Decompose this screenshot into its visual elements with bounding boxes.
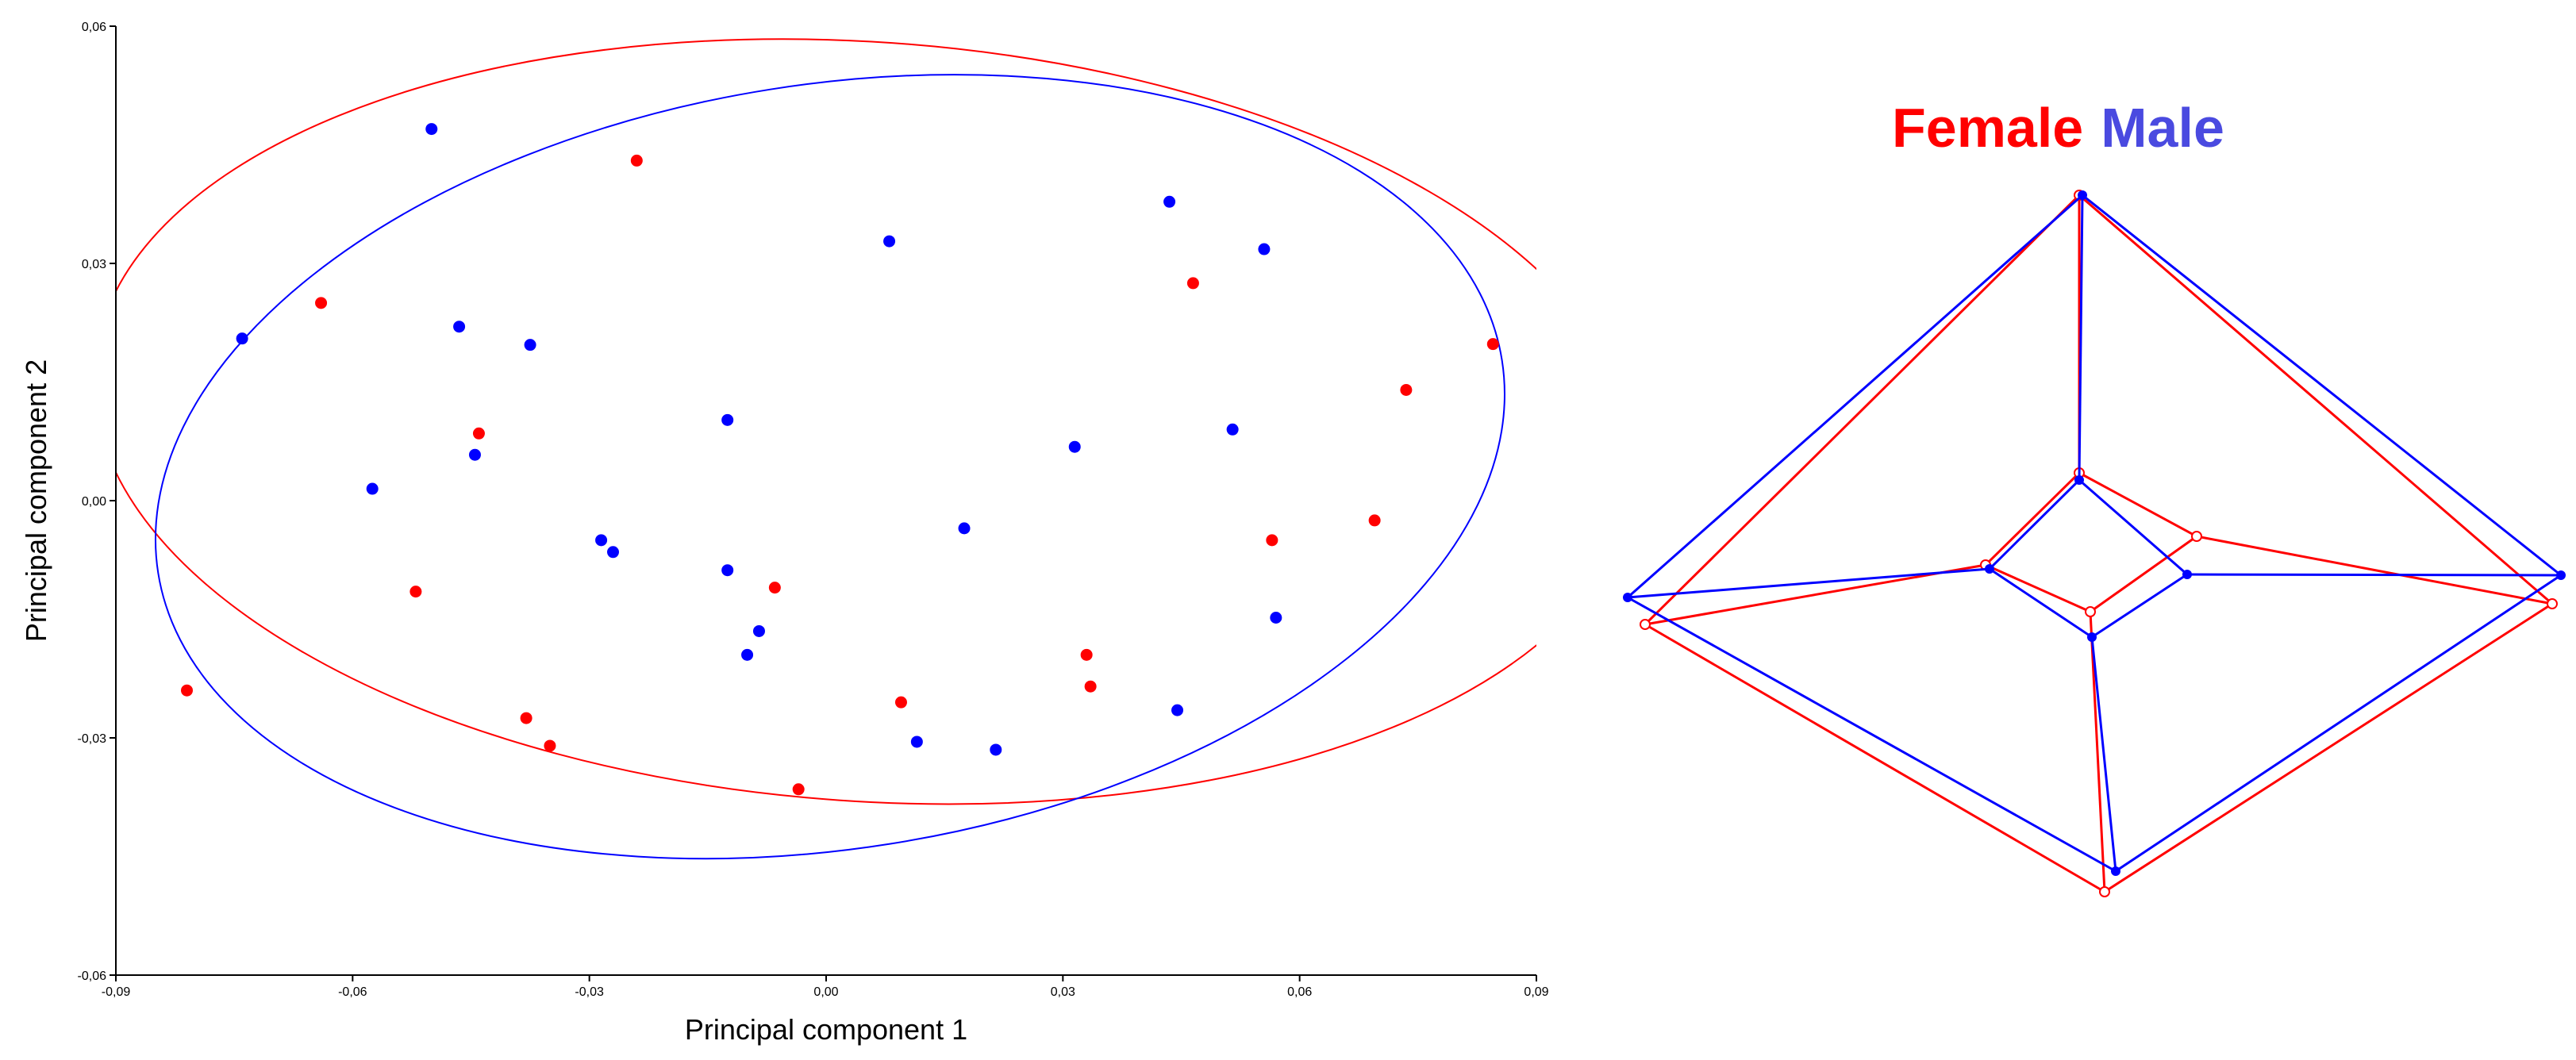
x-tick-label: 0,03	[1051, 985, 1075, 999]
y-tick-label: -0,03	[78, 732, 107, 746]
y-ticks: -0,06 -0,03 0,00 0,03 0,06	[78, 21, 116, 983]
y-tick-label: -0,06	[78, 970, 107, 983]
legend-male: Male	[2101, 97, 2224, 159]
y-tick-label: 0,03	[82, 258, 106, 271]
female-point	[1084, 680, 1097, 693]
female-point	[181, 684, 193, 697]
male-point	[1171, 704, 1184, 716]
male-point	[468, 448, 481, 461]
male-outer-outline	[1625, 194, 2563, 873]
male-landmark	[2182, 570, 2192, 579]
y-tick-label: 0,06	[82, 21, 106, 34]
male-point	[721, 564, 734, 577]
shape-comparison-diagram: Female Male	[1623, 97, 2566, 897]
male-point	[1163, 195, 1176, 208]
female-point	[768, 582, 781, 594]
y-axis-title: Principal component 2	[20, 359, 52, 642]
male-spoke-bottom	[2090, 636, 2117, 872]
male-landmark	[2078, 190, 2087, 200]
female-point	[894, 696, 907, 709]
male-ellipse	[154, 74, 1505, 860]
female-point	[630, 154, 643, 167]
legend-text: Female Male	[1892, 97, 2224, 159]
x-tick-label: -0,03	[575, 985, 604, 999]
male-spoke-right	[2186, 573, 2562, 577]
female-landmark	[2085, 606, 2096, 617]
female-landmark	[2191, 531, 2202, 542]
female-spoke-bottom	[2089, 611, 2106, 893]
male-landmark	[2087, 632, 2097, 642]
male-point	[1258, 243, 1271, 255]
female-point	[409, 586, 422, 598]
male-point	[236, 332, 248, 345]
female-point	[1080, 648, 1093, 661]
female-point	[472, 427, 485, 440]
male-point	[607, 546, 619, 559]
male-spoke-left	[1627, 567, 1990, 599]
male-point	[595, 534, 608, 547]
male-landmark	[1623, 593, 1632, 602]
male-landmarks	[1623, 190, 2566, 876]
confidence-ellipses	[116, 38, 1536, 860]
female-point	[1368, 514, 1381, 527]
male-point	[453, 321, 466, 333]
male-point	[366, 482, 379, 495]
male-point	[1270, 612, 1282, 624]
male-wireframe	[1625, 194, 2563, 873]
male-landmark	[1985, 564, 1994, 574]
female-landmark	[1640, 619, 1651, 630]
y-tick-label: 0,00	[82, 495, 106, 509]
female-point	[1266, 534, 1278, 547]
female-wireframe	[1643, 193, 2555, 893]
male-landmark	[2074, 475, 2084, 485]
female-spoke-right	[2196, 535, 2553, 605]
female-point	[1400, 383, 1413, 396]
female-ellipse	[116, 38, 1536, 805]
male-point	[990, 743, 1002, 756]
male-point	[425, 123, 438, 136]
female-point	[1186, 277, 1199, 290]
x-tick-label: 0,00	[813, 985, 838, 999]
male-point	[741, 648, 754, 661]
scatter-plot: -0,09 -0,06 -0,03 0,00 0,03 0,06 0,09 -0,06-0,…	[20, 21, 1549, 1046]
female-point	[315, 297, 328, 309]
female-point	[792, 783, 805, 796]
female-point	[520, 712, 533, 724]
male-point	[524, 339, 536, 351]
x-axis-title: Principal component 1	[685, 1013, 967, 1046]
male-spoke-top	[2078, 194, 2084, 481]
x-tick-label: 0,06	[1287, 985, 1312, 999]
female-landmarks	[1640, 190, 2558, 897]
x-tick-label: 0,09	[1524, 985, 1548, 999]
x-tick-label: -0,09	[102, 985, 131, 999]
male-point	[721, 413, 734, 426]
male-point	[958, 522, 971, 535]
data-points	[181, 123, 1499, 796]
x-tick-label: -0,06	[338, 985, 367, 999]
male-landmark	[2111, 866, 2120, 876]
axes	[115, 26, 1536, 976]
male-point	[752, 624, 765, 637]
legend-female: Female	[1892, 97, 2083, 159]
x-ticks: -0,09 -0,06 -0,03 0,00 0,03 0,06 0,09	[102, 975, 1549, 999]
female-landmark	[2547, 598, 2558, 609]
female-landmark	[2099, 886, 2110, 897]
male-landmark	[2556, 570, 2566, 580]
female-point	[1486, 338, 1499, 351]
male-point	[910, 735, 923, 748]
male-point	[883, 235, 896, 248]
male-point	[1068, 440, 1081, 453]
female-point	[544, 739, 556, 752]
male-point	[1226, 423, 1239, 436]
